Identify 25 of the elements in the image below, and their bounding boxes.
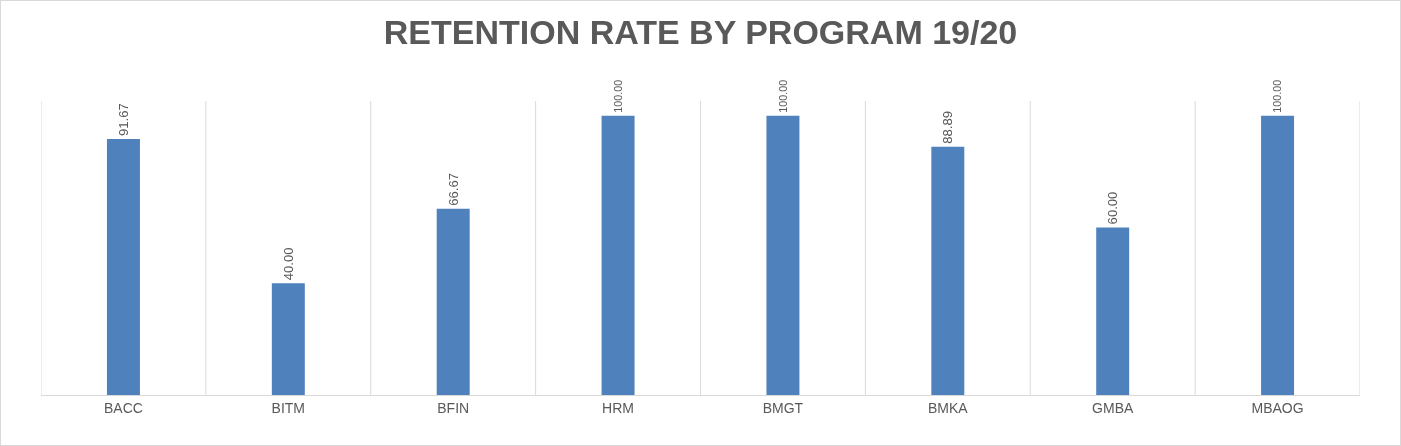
x-tick-label: MBAOG: [1251, 399, 1304, 416]
data-label: 60.00: [1105, 191, 1121, 225]
data-label: 66.67: [445, 173, 461, 206]
bar: [436, 208, 470, 395]
x-tick-label: GMBA: [1092, 399, 1134, 416]
bar: [931, 146, 965, 395]
bar: [601, 115, 635, 395]
data-label: 100.00: [1271, 79, 1284, 113]
bar: [106, 138, 140, 395]
chart-title: RETENTION RATE BY PROGRAM 19/20: [383, 12, 1018, 51]
x-tick-label: BITM: [271, 399, 306, 416]
bar: [271, 283, 305, 395]
x-tick-label: BMKA: [927, 399, 969, 416]
bar: [1261, 115, 1295, 395]
x-tick-label: BFIN: [437, 399, 470, 416]
bar: [766, 115, 800, 395]
x-tick-label: BACC: [103, 399, 143, 416]
data-label: 100.00: [776, 79, 789, 113]
data-label: 91.67: [116, 103, 132, 136]
data-label: 40.00: [280, 247, 296, 281]
x-tick-label: BMGT: [762, 399, 804, 416]
data-label: 100.00: [611, 79, 624, 113]
data-label: 88.89: [940, 110, 956, 144]
x-tick-label: HRM: [602, 399, 635, 416]
bar: [1096, 227, 1130, 395]
